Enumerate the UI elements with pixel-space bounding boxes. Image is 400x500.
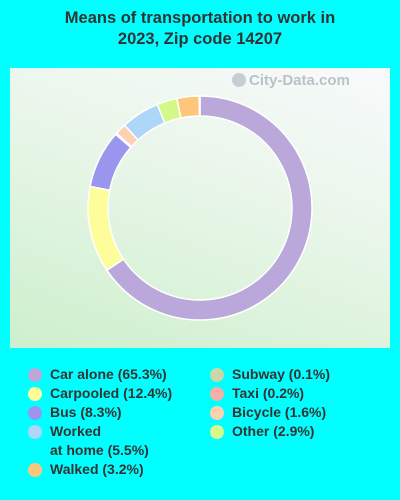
legend-swatch-taxi <box>210 387 224 401</box>
legend-label-subway: Subway (0.1%) <box>232 366 331 382</box>
legend-swatch-carpooled <box>28 387 42 401</box>
legend-swatch-bus <box>28 406 42 420</box>
legend-swatch-subway <box>210 368 224 382</box>
watermark: City-Data.com <box>232 72 350 89</box>
legend-label-taxi: Taxi (0.2%) <box>232 385 305 401</box>
legend-label-walked: Walked (3.2%) <box>50 461 144 477</box>
chart-title: Means of transportation to work in 2023,… <box>0 8 400 50</box>
donut-slice-walked <box>175 95 201 119</box>
chart-title-line-2: 2023, Zip code 14207 <box>117 30 283 48</box>
donut-slice-car-alone <box>105 95 313 321</box>
watermark-text: City-Data.com <box>249 72 350 89</box>
legend-label-other: Other (2.9%) <box>232 423 315 439</box>
legend-swatch-other <box>210 425 224 439</box>
legend-swatch-car-alone <box>28 368 42 382</box>
donut-slice-subway <box>198 95 201 117</box>
legend-label-bicycle: Bicycle (1.6%) <box>232 404 327 420</box>
magnifier-icon <box>232 73 246 87</box>
legend-label-car-alone: Car alone (65.3%) <box>50 366 167 382</box>
donut-slice-carpooled <box>87 185 125 272</box>
legend-label-carpooled: Carpooled (12.4%) <box>50 385 173 401</box>
legend-label-worked-line-2: at home (5.5%) <box>50 442 149 458</box>
chart-title-line-1: Means of transportation to work in <box>64 9 336 27</box>
legend-swatch-worked-at-home <box>28 425 42 439</box>
legend-swatch-bicycle <box>210 406 224 420</box>
legend-label-bus: Bus (8.3%) <box>50 404 122 420</box>
legend-swatch-walked <box>28 463 42 477</box>
legend-label-worked-line-1: Worked <box>50 423 102 439</box>
